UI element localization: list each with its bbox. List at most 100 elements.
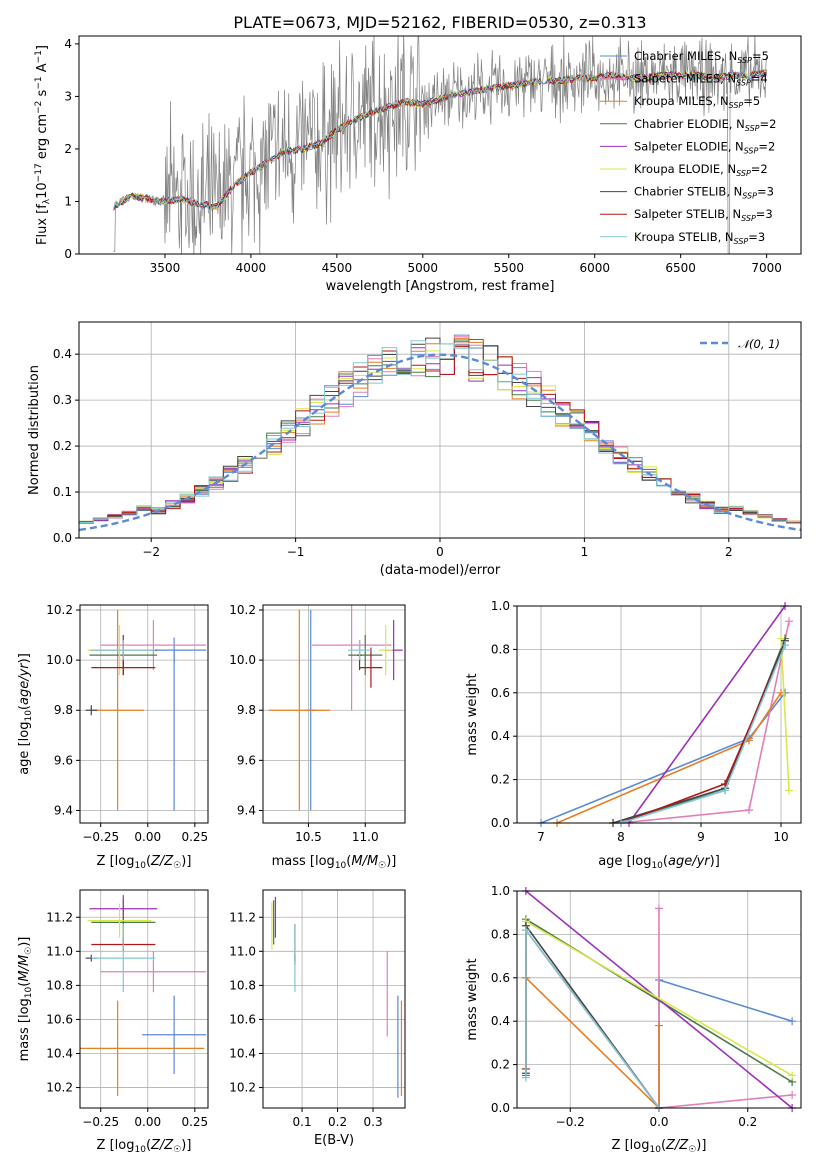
y-tick-label: 9.6 (237, 753, 256, 767)
weight-marker (521, 926, 530, 935)
y-tick-label: 10.0 (229, 653, 256, 667)
spectrum-title: PLATE=0673, MJD=52162, FIBERID=0530, z=0… (233, 13, 646, 32)
residuals-frame (78, 321, 802, 539)
y-tick-label: 9.4 (54, 803, 73, 817)
weight-line (525, 977, 660, 1108)
x-tick-label: 0 (436, 545, 444, 559)
x-tick-label: 0.2 (738, 1115, 757, 1129)
x-tick-label: −0.25 (82, 830, 119, 844)
error-bar (85, 705, 97, 716)
y-tick-label: 0.8 (491, 642, 510, 656)
x-tick-label: 0.25 (181, 830, 208, 844)
weight-line (620, 621, 790, 823)
error-bar (268, 610, 331, 811)
x-tick-label: 4500 (322, 261, 353, 275)
error-bar (378, 625, 393, 676)
y-tick-label: 2 (64, 142, 72, 156)
weight-marker (785, 617, 793, 626)
weight-line (628, 606, 786, 823)
weight_vs_Z-y-label: mass weight (465, 958, 480, 1040)
legend-entry: Kroupa ELODIE, NSSP=2 (634, 162, 768, 178)
weight-line (612, 640, 786, 823)
y-tick-label: 10.2 (46, 1081, 73, 1095)
y-tick-label: 0.2 (53, 439, 72, 453)
y-tick-label: 10.2 (46, 603, 73, 617)
x-tick-label: 2 (725, 545, 733, 559)
weight-marker (781, 641, 789, 650)
y-tick-label: 9.8 (237, 703, 256, 717)
age_vs_mass-axes: 10.5 11.0 9.4 9.6 9.8 10.0 10.2 (229, 603, 405, 844)
y-tick-label: 11.0 (229, 944, 256, 958)
y-tick-label: 1.0 (491, 884, 510, 898)
error-bar (89, 895, 158, 923)
error-bar (142, 995, 207, 1074)
mass-vs-z-y-label: mass [log10(M/M☉)] (17, 937, 34, 1062)
x-tick-label: 5000 (408, 261, 439, 275)
x-tick-label: 10.5 (295, 830, 322, 844)
residuals-axes: −2 −1 0 1 2 0.0 0.1 0.2 0.3 0.4 (53, 322, 801, 559)
weight_vs_Z-axes: −0.2 0.0 0.2 0.0 0.2 0.4 0.6 0.8 1.0 (491, 884, 801, 1129)
weight-line (525, 927, 660, 1108)
x-tick-label: 7000 (751, 261, 782, 275)
y-tick-label: 0.4 (53, 347, 72, 361)
legend-entry: Salpeter MILES, NSSP=4 (634, 72, 768, 88)
y-tick-label: 0.8 (491, 927, 510, 941)
legend-entry: Kroupa STELIB, NSSP=3 (634, 230, 765, 246)
legend-entry: Chabrier ELODIE, NSSP=2 (634, 117, 776, 133)
weight-marker (655, 1021, 663, 1030)
mass_vs_Z-axes: −0.25 0.00 0.25 10.2 10.4 10.6 10.8 11.0 11.2 (46, 890, 208, 1129)
spectrum-axes: 3500 4000 4500 5000 5500 6000 6500 7000 0 1 2 3 4 (64, 37, 782, 275)
weight-line (612, 638, 786, 823)
error-bar (311, 605, 392, 711)
age-vs-mass-x-label: mass [log10(M/M☉)] (272, 854, 397, 871)
y-tick-label: 0.2 (491, 1058, 510, 1072)
spectrum-y-label: Flux [fλ10−17 erg cm−2 s−1 A−1] (34, 45, 52, 245)
y-tick-label: 10.4 (229, 1047, 256, 1061)
age-vs-z-y-label: age [log10(age/yr)] (17, 653, 34, 775)
y-tick-label: 3 (64, 89, 72, 103)
error-bar (91, 640, 156, 661)
weight-line (525, 891, 793, 1108)
legend-entry: Salpeter STELIB, NSSP=3 (634, 207, 773, 223)
y-tick-label: 0 (64, 247, 72, 261)
x-tick-label: 1 (581, 545, 589, 559)
age-vs-z-x-label: Z [log10(Z/Z☉)] (97, 854, 192, 871)
y-tick-label: 10.0 (46, 653, 73, 667)
y-tick-label: 9.6 (54, 753, 73, 767)
weight_vs_age-axes: 7 8 9 10 0.0 0.2 0.4 0.6 0.8 1.0 (491, 599, 801, 844)
mass_vs_ebv-frame (262, 889, 406, 1109)
weight-marker (745, 805, 753, 814)
x-tick-label: −2 (142, 545, 160, 559)
legend-entry: Kroupa MILES, NSSP=5 (634, 94, 760, 110)
x-tick-label: 5500 (493, 261, 524, 275)
y-tick-label: 0.0 (491, 1101, 510, 1115)
x-tick-label: 6500 (665, 261, 696, 275)
x-tick-label: 9 (697, 830, 705, 844)
mass-vs-ebv-x-label: E(B-V) (314, 1133, 354, 1148)
x-tick-label: 3500 (150, 261, 181, 275)
y-tick-label: 0.4 (491, 1014, 510, 1028)
y-tick-label: 9.8 (54, 703, 73, 717)
y-tick-label: 10.4 (46, 1047, 73, 1061)
y-tick-label: 10.8 (229, 978, 256, 992)
y-tick-label: 11.2 (46, 910, 73, 924)
y-tick-label: 11.0 (46, 944, 73, 958)
error-bar (359, 647, 383, 688)
weight-vs-age-x-label: age [log10(age/yr)] (598, 854, 720, 871)
y-tick-label: 0.6 (491, 971, 510, 985)
y-tick-label: 9.4 (237, 803, 256, 817)
spectrum-frame (78, 35, 802, 255)
y-tick-label: 0.0 (53, 531, 72, 545)
weight-marker (785, 786, 793, 795)
error-bar (80, 1000, 205, 1097)
y-tick-label: 1 (64, 194, 72, 208)
weight-line (658, 978, 793, 1108)
x-tick-label: −0.25 (82, 1115, 119, 1129)
weight_vs_age-frame (516, 605, 802, 824)
x-tick-label: 4000 (236, 261, 267, 275)
weight-marker (655, 904, 663, 913)
x-tick-label: −0.2 (556, 1115, 585, 1129)
x-tick-label: 0.1 (293, 1115, 312, 1129)
x-tick-label: 10 (773, 830, 788, 844)
